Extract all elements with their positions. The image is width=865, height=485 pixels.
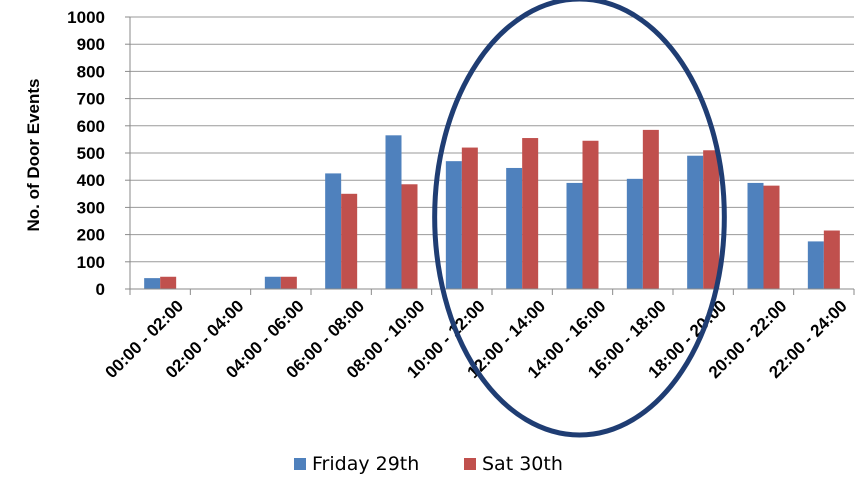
bar-friday <box>506 167 523 289</box>
y-tick-label: 300 <box>77 198 105 217</box>
bar-saturday <box>160 276 177 289</box>
y-tick-label: 500 <box>77 144 105 163</box>
bar-friday <box>264 276 281 289</box>
bar-saturday <box>582 140 599 289</box>
bar-friday <box>747 182 764 289</box>
legend-swatch <box>464 458 476 470</box>
bar-saturday <box>703 150 720 289</box>
y-tick-labels: 0 100 200 300 400 500 600 700 800 900 1000 <box>67 8 105 299</box>
y-tick-label: 1000 <box>67 8 105 27</box>
bar-saturday <box>341 193 358 289</box>
bar-friday <box>445 161 462 289</box>
bar-friday <box>385 135 402 289</box>
bar-saturday <box>642 129 659 289</box>
y-tick-label: 900 <box>77 35 105 54</box>
legend-label: Sat 30th <box>482 453 563 475</box>
legend: Friday 29th Sat 30th <box>294 453 563 475</box>
bar-saturday <box>280 276 297 289</box>
gridlines <box>130 16 854 290</box>
bar-friday <box>626 178 643 289</box>
y-tick-label: 0 <box>96 280 105 299</box>
legend-swatch <box>294 458 306 470</box>
bar-friday <box>687 155 704 289</box>
bars <box>144 129 840 289</box>
y-tick-label: 800 <box>77 62 105 81</box>
y-tick-label: 100 <box>77 253 105 272</box>
bar-friday <box>807 241 824 289</box>
bar-friday <box>325 173 342 289</box>
bar-saturday <box>522 138 539 289</box>
legend-label: Friday 29th <box>312 453 419 475</box>
bar-saturday <box>823 230 840 289</box>
bar-saturday <box>763 185 780 289</box>
highlight-ellipse <box>432 0 727 438</box>
bar-saturday <box>461 147 478 289</box>
axes <box>125 16 855 295</box>
y-tick-label: 400 <box>77 171 105 190</box>
y-tick-label: 200 <box>77 226 105 245</box>
y-tick-label: 600 <box>77 117 105 136</box>
y-axis-title: No. of Door Events <box>24 78 43 231</box>
y-tick-label: 700 <box>77 90 105 109</box>
bar-saturday <box>401 184 418 289</box>
bar-friday <box>144 278 161 289</box>
highlight-ellipse-shape <box>432 0 727 438</box>
bar-friday <box>566 182 583 289</box>
